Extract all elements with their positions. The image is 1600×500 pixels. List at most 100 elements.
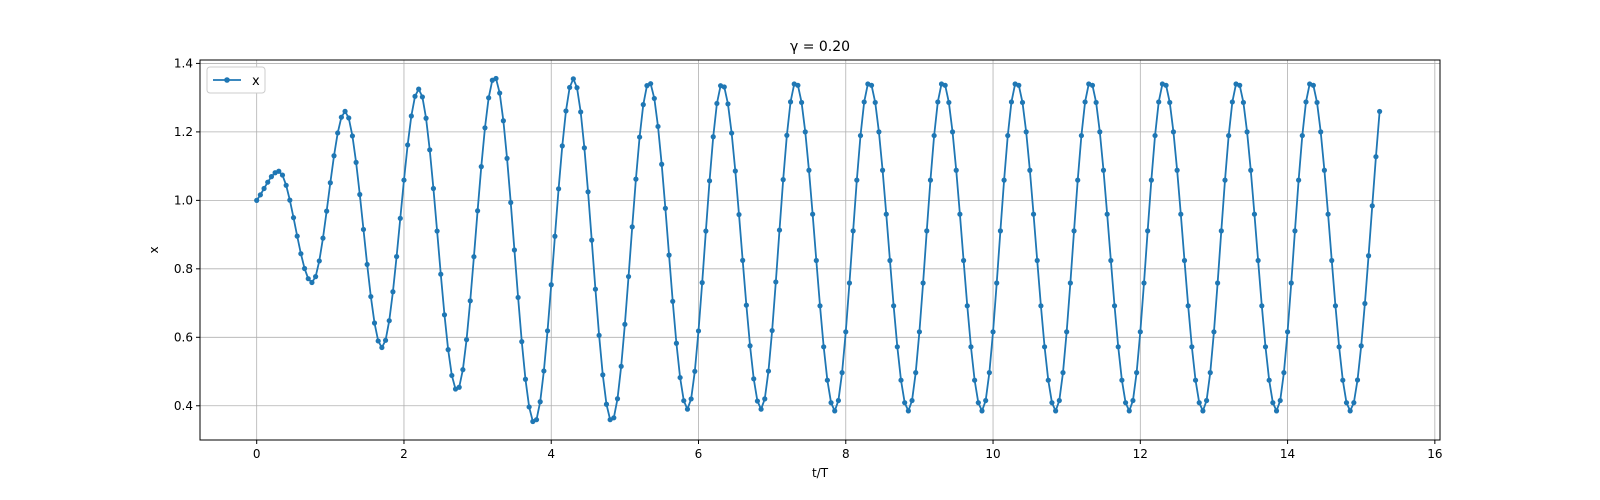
data-point xyxy=(894,344,900,350)
data-point xyxy=(997,228,1004,234)
data-point xyxy=(394,253,400,260)
data-point xyxy=(441,312,448,318)
data-point xyxy=(780,177,786,183)
data-point xyxy=(618,363,624,369)
data-point xyxy=(857,132,864,139)
data-point xyxy=(434,228,440,234)
data-point xyxy=(964,303,970,309)
data-point xyxy=(508,199,514,206)
data-point xyxy=(585,189,591,195)
data-point xyxy=(360,226,367,233)
data-point xyxy=(298,251,304,257)
data-point xyxy=(1064,329,1070,335)
data-point xyxy=(364,261,370,268)
data-point xyxy=(1373,154,1379,160)
x-tick-label: 0 xyxy=(253,447,261,461)
data-point xyxy=(861,99,867,105)
data-point xyxy=(257,192,263,198)
data-point xyxy=(500,118,506,124)
data-point xyxy=(1078,132,1084,139)
data-point xyxy=(633,176,639,182)
data-point xyxy=(1259,303,1265,309)
data-point xyxy=(1318,129,1324,135)
y-tick-label: 0.6 xyxy=(174,330,193,344)
data-point xyxy=(813,257,819,264)
data-point xyxy=(482,125,488,131)
data-point xyxy=(419,94,425,100)
data-point xyxy=(382,337,389,343)
data-point xyxy=(637,134,643,140)
data-point xyxy=(1226,132,1232,139)
data-point xyxy=(1034,257,1040,264)
y-tick-label: 1.2 xyxy=(174,125,193,139)
data-point xyxy=(1296,177,1302,183)
data-point xyxy=(758,406,764,412)
data-point xyxy=(743,302,749,308)
data-point xyxy=(916,329,923,335)
legend: x xyxy=(206,66,266,94)
data-point xyxy=(1211,329,1217,335)
data-point xyxy=(511,247,518,253)
data-point xyxy=(784,132,790,138)
data-point xyxy=(1262,344,1269,350)
data-point xyxy=(486,95,492,101)
data-point xyxy=(526,404,532,410)
data-point xyxy=(544,328,551,334)
data-point xyxy=(305,276,311,282)
data-point xyxy=(533,417,540,423)
data-point xyxy=(541,368,547,374)
data-point xyxy=(1273,408,1280,414)
data-point xyxy=(1145,228,1151,234)
data-point xyxy=(578,109,584,115)
data-point xyxy=(1027,167,1033,173)
data-point xyxy=(688,396,694,402)
data-point xyxy=(1038,303,1044,309)
data-point xyxy=(1041,344,1048,350)
data-point xyxy=(1174,167,1180,173)
data-point xyxy=(968,344,974,350)
data-point xyxy=(695,328,702,334)
data-point xyxy=(913,370,919,376)
data-point xyxy=(983,397,989,404)
data-point xyxy=(581,145,587,151)
data-point xyxy=(1097,129,1103,135)
data-point xyxy=(316,258,322,264)
data-point xyxy=(747,343,753,349)
data-point xyxy=(287,197,293,203)
data-point xyxy=(386,318,392,324)
data-point xyxy=(762,396,768,402)
data-point xyxy=(1340,377,1346,383)
data-point xyxy=(975,400,981,406)
data-point xyxy=(1016,82,1022,88)
data-point xyxy=(876,129,882,135)
data-point xyxy=(338,114,344,120)
data-point xyxy=(1119,377,1125,383)
data-point xyxy=(714,100,720,107)
data-point xyxy=(990,329,996,335)
data-point xyxy=(710,134,716,140)
data-point xyxy=(905,408,911,414)
data-point xyxy=(1049,400,1055,406)
data-point xyxy=(931,132,937,139)
data-point xyxy=(1122,400,1129,406)
data-point xyxy=(1134,370,1140,376)
data-point xyxy=(589,237,595,243)
data-point xyxy=(515,294,521,301)
data-point xyxy=(986,370,992,376)
data-point xyxy=(1075,177,1081,183)
data-point xyxy=(994,280,1000,286)
data-point xyxy=(824,377,830,383)
data-point xyxy=(1347,408,1353,414)
data-point xyxy=(868,82,875,88)
data-point xyxy=(1100,167,1107,173)
data-point xyxy=(776,227,783,233)
data-point xyxy=(942,82,948,88)
data-point xyxy=(290,215,297,221)
data-point xyxy=(375,338,381,344)
data-point xyxy=(537,399,543,405)
data-point xyxy=(1365,253,1372,259)
data-point xyxy=(909,397,915,404)
data-point xyxy=(1329,257,1335,264)
data-point xyxy=(946,99,952,106)
